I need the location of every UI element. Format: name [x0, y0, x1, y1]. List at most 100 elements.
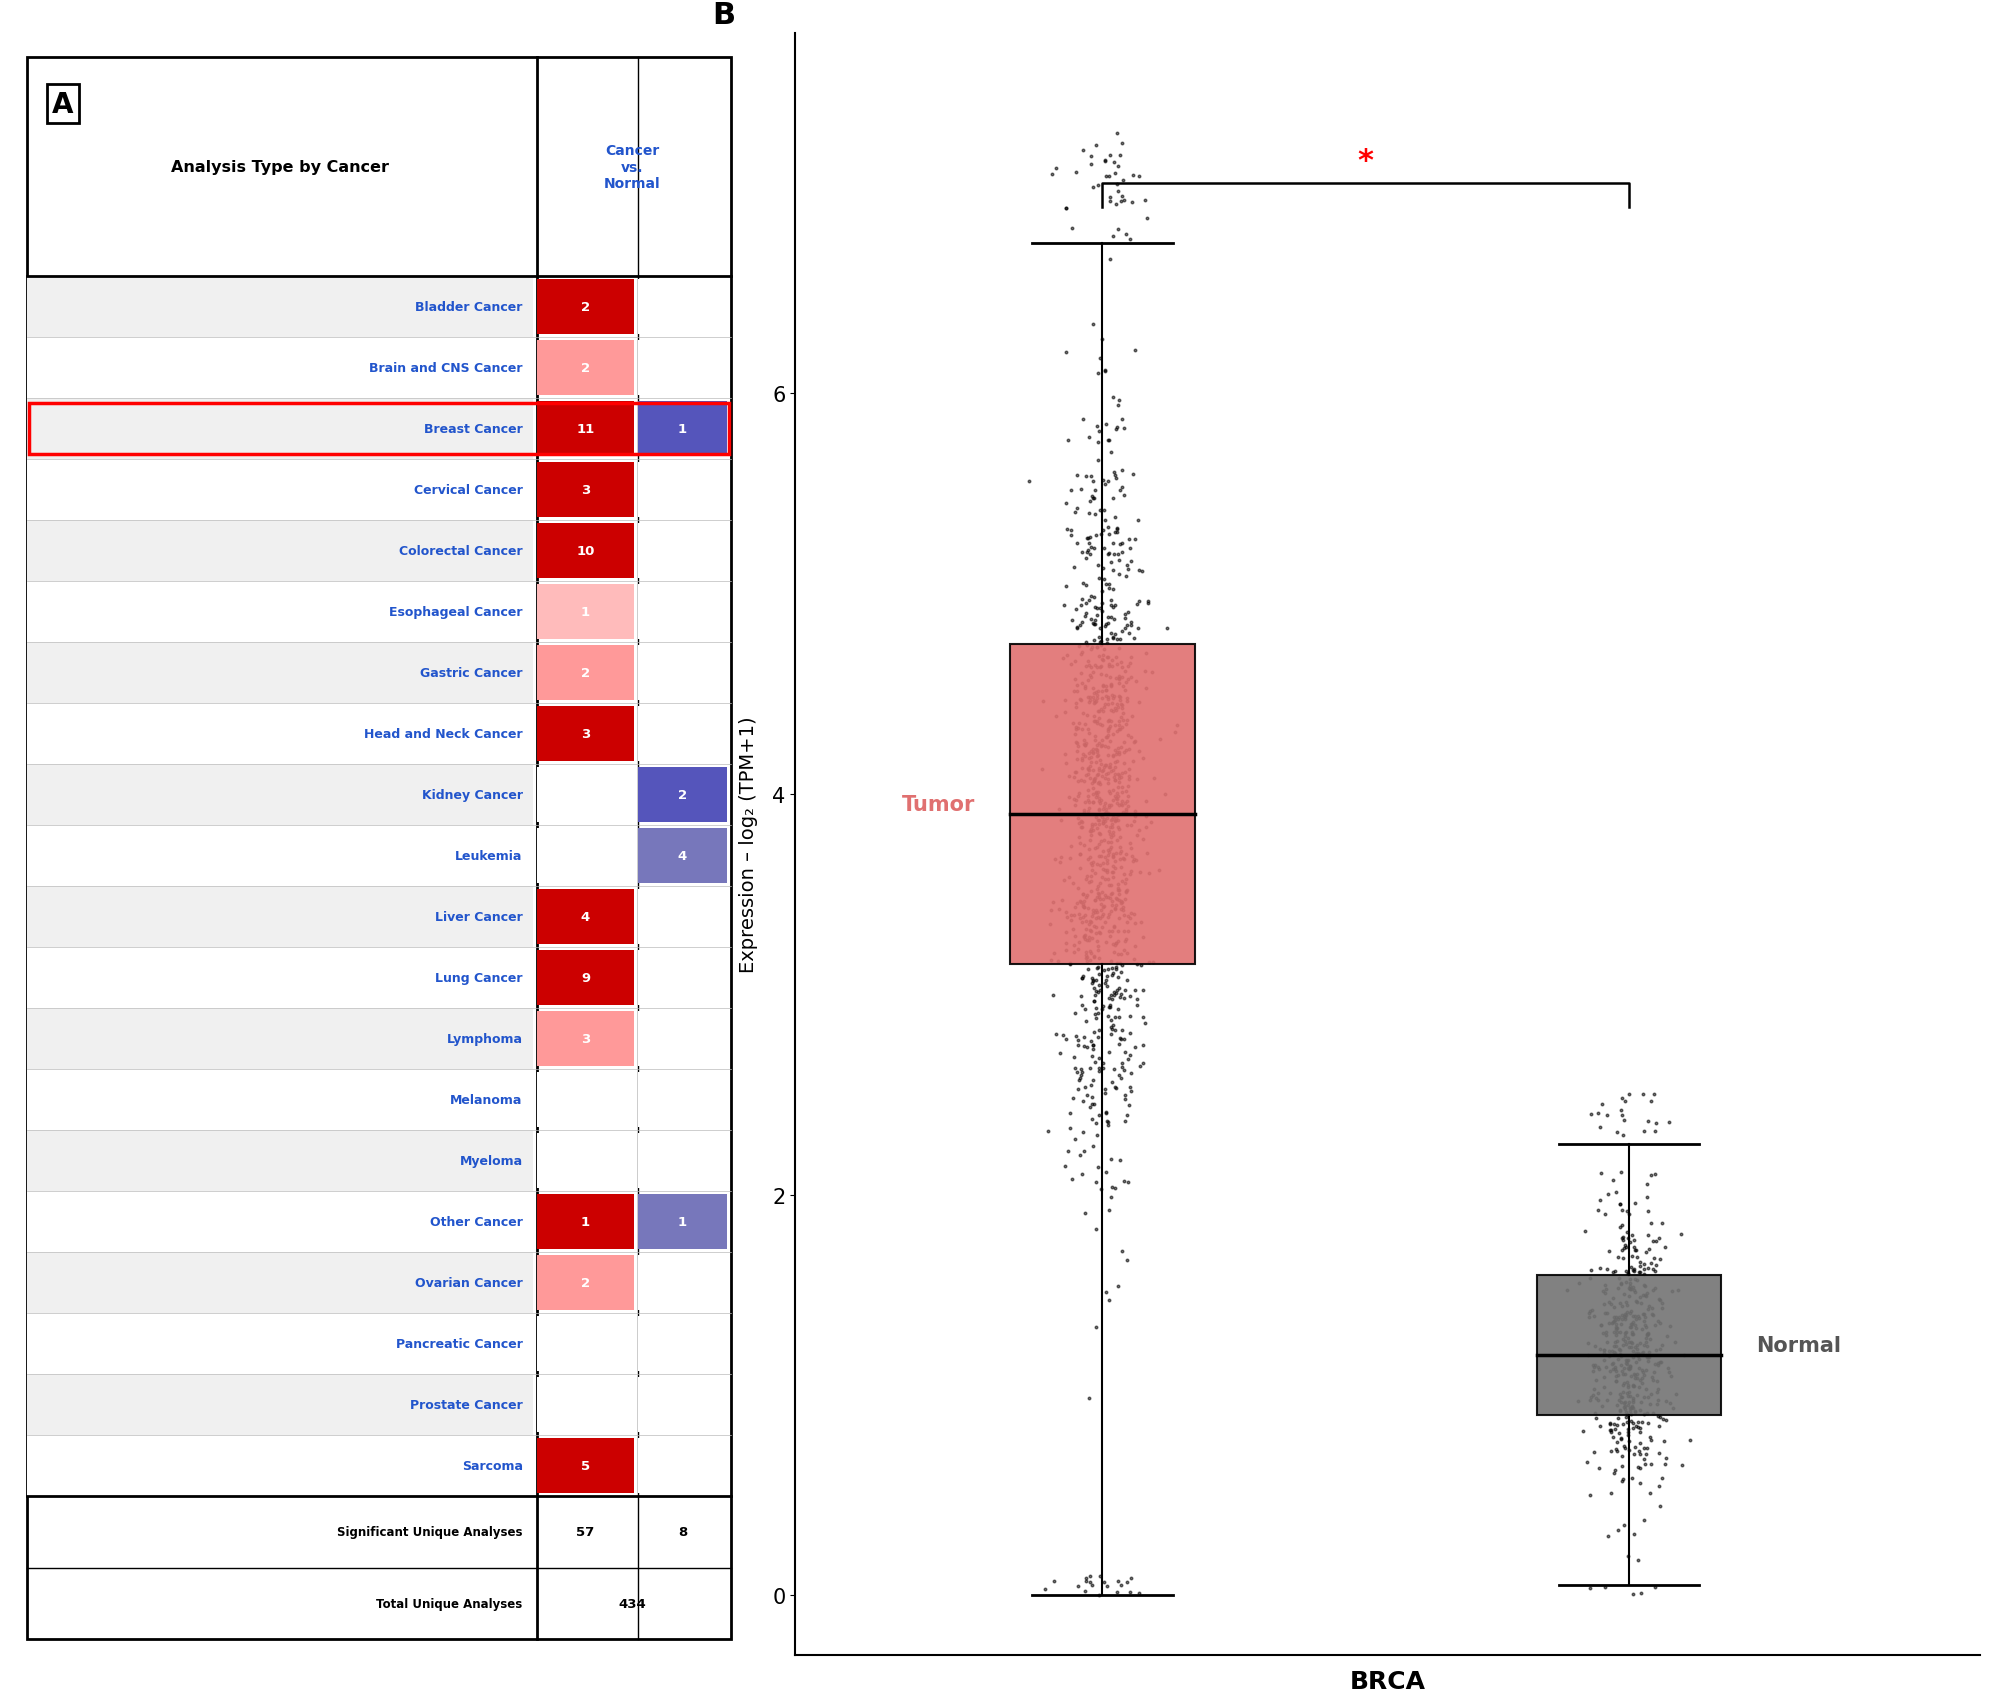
Point	[1104, 762, 1136, 789]
Point	[1102, 708, 1134, 735]
Point	[1076, 789, 1108, 816]
Point	[1102, 387, 1134, 414]
Point	[1098, 519, 1130, 546]
Point	[1114, 1059, 1146, 1086]
Point	[1584, 1356, 1616, 1383]
Point	[1084, 921, 1116, 948]
Point	[1624, 1454, 1656, 1481]
Point	[1160, 713, 1192, 740]
Point	[1114, 1003, 1146, 1030]
Point	[1078, 684, 1110, 711]
Point	[1110, 790, 1142, 817]
Point	[1078, 627, 1110, 654]
Point	[1108, 701, 1140, 728]
Bar	[638, 280, 728, 334]
Point	[1600, 1304, 1632, 1331]
Point	[1622, 1382, 1654, 1409]
Point	[1066, 407, 1098, 434]
Point	[1634, 1390, 1666, 1417]
Point	[1102, 120, 1134, 147]
Point	[1108, 730, 1140, 757]
Point	[1070, 915, 1102, 942]
Point	[1598, 1410, 1630, 1437]
Point	[1584, 1454, 1616, 1481]
Point	[1102, 716, 1134, 743]
Point	[1078, 691, 1110, 718]
Point	[1084, 821, 1116, 848]
Point	[1088, 1081, 1120, 1108]
Point	[1102, 667, 1134, 694]
Point	[1606, 1302, 1638, 1329]
Point	[1054, 907, 1086, 934]
Point	[1094, 814, 1126, 841]
Point	[1062, 1059, 1094, 1086]
Point	[1044, 844, 1076, 872]
Point	[1096, 1174, 1128, 1201]
Point	[1090, 860, 1122, 887]
Text: 10: 10	[576, 546, 594, 557]
Point	[1612, 1201, 1644, 1228]
Point	[1068, 1578, 1100, 1605]
Point	[1126, 1051, 1158, 1078]
Point	[1072, 777, 1104, 804]
Point	[1060, 890, 1092, 917]
Bar	[28, 704, 534, 765]
Point	[1050, 490, 1082, 517]
Point	[1618, 1257, 1650, 1284]
Point	[1094, 993, 1126, 1020]
Point	[1078, 757, 1110, 784]
Point	[1074, 850, 1106, 877]
Point	[1116, 703, 1148, 730]
Point	[1104, 735, 1136, 762]
Point	[1084, 730, 1116, 757]
Point	[1036, 162, 1068, 189]
Point	[1608, 1361, 1640, 1388]
Point	[1086, 728, 1118, 755]
Point	[1092, 716, 1124, 743]
Point	[1076, 483, 1108, 510]
Point	[1082, 698, 1114, 725]
Point	[1100, 954, 1132, 981]
Point	[1576, 1358, 1608, 1385]
Point	[1122, 591, 1154, 618]
Point	[1078, 899, 1110, 926]
Point	[1082, 654, 1114, 681]
Point	[1638, 1360, 1670, 1387]
Point	[1614, 1355, 1646, 1382]
Bar	[638, 1133, 728, 1189]
Point	[1612, 1284, 1644, 1311]
Point	[1084, 770, 1116, 797]
Point	[1654, 1312, 1686, 1339]
Point	[1050, 741, 1082, 768]
Point	[1082, 904, 1114, 931]
Point	[1080, 726, 1112, 753]
Point	[1112, 1246, 1144, 1274]
Point	[1570, 1449, 1602, 1476]
Point	[1050, 919, 1082, 946]
Point	[1096, 758, 1128, 785]
Point	[1618, 1302, 1650, 1329]
Point	[1084, 831, 1116, 858]
Point	[1106, 890, 1138, 917]
Point	[1608, 1355, 1640, 1382]
Point	[1624, 1441, 1656, 1468]
Point	[1118, 946, 1150, 973]
Point	[1616, 1243, 1648, 1270]
Point	[1060, 716, 1092, 743]
Point	[1610, 1302, 1642, 1329]
Point	[1608, 1235, 1640, 1262]
Point	[1630, 1400, 1662, 1427]
Point	[1074, 534, 1106, 561]
Point	[1614, 1407, 1646, 1434]
Point	[1106, 714, 1138, 741]
Point	[1108, 167, 1140, 194]
Point	[1106, 774, 1138, 801]
Point	[1064, 709, 1096, 736]
Point	[1084, 843, 1116, 870]
Point	[1632, 1339, 1664, 1366]
Point	[1094, 794, 1126, 821]
Point	[1084, 615, 1116, 642]
Point	[1090, 410, 1122, 437]
Point	[1112, 763, 1144, 790]
Point	[1090, 1100, 1122, 1127]
